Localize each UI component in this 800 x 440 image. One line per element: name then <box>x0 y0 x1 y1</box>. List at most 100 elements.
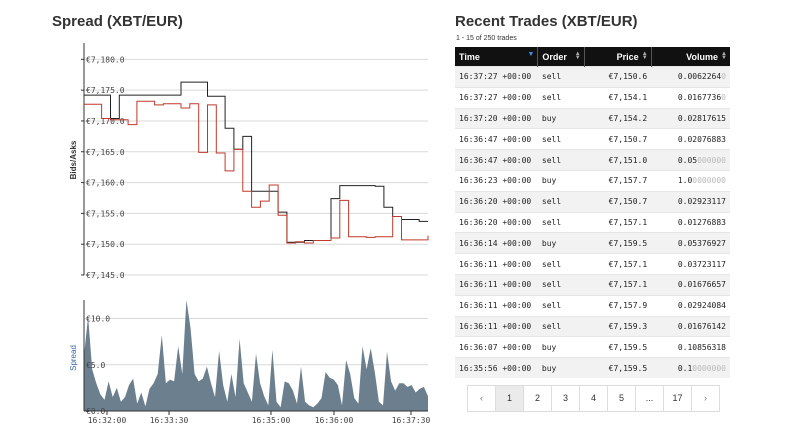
trade-time: 16:35:56 +00:00 <box>455 357 538 378</box>
trade-price: €7,159.5 <box>584 232 652 254</box>
spread-y-tick-label: €7,145.0 <box>86 271 125 280</box>
recent-trades-title: Recent Trades (XBT/EUR) <box>455 13 638 30</box>
area-x-tick-label: 16:35:00 <box>252 416 291 425</box>
sort-icon: ▲ ▼ <box>721 51 727 61</box>
table-row: 16:36:20 +00:00 sell €7,150.7 0.02923117 <box>455 190 730 213</box>
trades-count: 1 - 15 of 250 trades <box>456 35 517 42</box>
recent-trades-table: Time ▼ Order ▲ ▼ Price ▲ ▼ Volume ▲ ▼ 16:37:27 … <box>455 47 730 378</box>
trade-volume: 0.02817615 <box>651 107 730 129</box>
table-row: 16:36:11 +00:00 sell €7,157.1 0.01676657 <box>455 273 730 296</box>
next-page-button[interactable]: › <box>692 386 719 411</box>
trade-order: sell <box>537 253 585 275</box>
trade-time: 16:36:47 +00:00 <box>455 128 538 150</box>
spread-y-axis-label: Bids/Asks <box>69 140 78 179</box>
trade-order: sell <box>537 190 585 213</box>
trade-time: 16:36:11 +00:00 <box>455 294 538 317</box>
table-row: 16:36:11 +00:00 sell €7,157.1 0.03723117 <box>455 253 730 275</box>
table-row: 16:36:23 +00:00 buy €7,157.7 1.00000000 <box>455 169 730 192</box>
pagination: ‹ 1 2 3 4 5 ... 17 › <box>467 385 720 412</box>
trade-price: €7,157.1 <box>584 253 652 275</box>
trade-order: buy <box>537 169 585 192</box>
column-header-order[interactable]: Order ▲ ▼ <box>537 47 585 67</box>
spread-bid-line <box>84 100 429 244</box>
trade-volume: 1.00000000 <box>651 169 730 192</box>
trade-volume: 0.02923117 <box>651 190 730 213</box>
trade-order: buy <box>537 232 585 254</box>
trade-time: 16:37:20 +00:00 <box>455 107 538 129</box>
trade-time: 16:36:11 +00:00 <box>455 273 538 296</box>
table-row: 16:36:20 +00:00 sell €7,157.1 0.01276883 <box>455 211 730 233</box>
spread-y-tick-label: €7,175.0 <box>86 86 125 95</box>
trade-order: sell <box>537 294 585 317</box>
prev-page-button[interactable]: ‹ <box>468 386 496 411</box>
trade-price: €7,150.7 <box>584 128 652 150</box>
column-header-time[interactable]: Time ▼ <box>455 47 539 67</box>
table-row: 16:36:47 +00:00 sell €7,150.7 0.02076883 <box>455 128 730 150</box>
sort-icon: ▲ ▼ <box>574 51 581 61</box>
trade-time: 16:36:14 +00:00 <box>455 232 538 254</box>
trade-order: sell <box>537 149 585 171</box>
trade-price: €7,157.1 <box>584 273 652 296</box>
page-button-5[interactable]: 5 <box>608 386 636 411</box>
spread-y-tick-label: €7,160.0 <box>86 179 125 188</box>
spread-y-tick-label: €7,180.0 <box>86 55 125 64</box>
trade-price: €7,159.5 <box>584 357 652 378</box>
trade-volume: 0.10856318 <box>651 336 730 358</box>
trade-order: sell <box>537 211 585 233</box>
spread-ask-line <box>84 81 428 243</box>
area-y-tick-label: €10.0 <box>86 315 110 324</box>
page-button-2[interactable]: 2 <box>524 386 552 411</box>
spread-y-tick-label: €7,170.0 <box>86 117 125 126</box>
area-x-tick-label: 16:32:00 <box>88 416 127 425</box>
spread-chart-title: Spread (XBT/EUR) <box>52 13 183 30</box>
trade-price: €7,150.7 <box>584 190 652 213</box>
table-row: 16:36:07 +00:00 buy €7,159.5 0.10856318 <box>455 336 730 358</box>
trade-price: €7,151.0 <box>584 149 652 171</box>
page-button-3[interactable]: 3 <box>552 386 580 411</box>
trade-volume: 0.01676142 <box>651 315 730 337</box>
trade-order: buy <box>537 107 585 129</box>
spread-chart: €7,180.0 €7,175.0 €7,170.0 €7,165.0 €7,160.0… <box>69 43 429 280</box>
trade-time: 16:36:47 +00:00 <box>455 149 538 171</box>
page-button-17[interactable]: 17 <box>664 386 692 411</box>
trade-volume: 0.00622640 <box>651 66 730 88</box>
page-button-4[interactable]: 4 <box>580 386 608 411</box>
table-row: 16:36:14 +00:00 buy €7,159.5 0.05376927 <box>455 232 730 254</box>
trade-volume: 0.01676657 <box>651 273 730 296</box>
spread-area-chart: €10.0€5.0€0.016:32:00 16:33:30 16:35:00 16:… <box>69 300 431 425</box>
trade-price: €7,157.9 <box>584 294 652 317</box>
column-header-price[interactable]: Price ▲ ▼ <box>584 47 652 67</box>
trade-order: sell <box>537 86 585 109</box>
area-x-tick-label: 16:37:30 <box>392 416 431 425</box>
trade-order: buy <box>537 357 585 378</box>
trade-price: €7,159.3 <box>584 315 652 337</box>
table-row: 16:36:47 +00:00 sell €7,151.0 0.05000000 <box>455 149 730 171</box>
trade-price: €7,154.1 <box>584 86 652 109</box>
trade-time: 16:37:27 +00:00 <box>455 66 538 88</box>
spread-y-tick-label: €7,165.0 <box>86 148 125 157</box>
trade-volume: 0.01276883 <box>651 211 730 233</box>
trade-time: 16:36:11 +00:00 <box>455 253 538 275</box>
trade-price: €7,159.5 <box>584 336 652 358</box>
trade-volume: 0.10000000 <box>651 357 730 378</box>
trade-order: buy <box>537 336 585 358</box>
trade-time: 16:36:07 +00:00 <box>455 336 538 358</box>
trade-price: €7,154.2 <box>584 107 652 129</box>
column-header-volume[interactable]: Volume ▲ ▼ <box>651 47 730 67</box>
trade-price: €7,150.6 <box>584 66 652 88</box>
trade-volume: 0.03723117 <box>651 253 730 275</box>
area-y-tick-label: €5.0 <box>86 361 105 370</box>
trade-time: 16:36:11 +00:00 <box>455 315 538 337</box>
spread-area-y-axis-label: Spread <box>69 345 78 371</box>
trade-price: €7,157.1 <box>584 211 652 233</box>
table-row: 16:37:20 +00:00 buy €7,154.2 0.02817615 <box>455 107 730 129</box>
trade-order: sell <box>537 66 585 88</box>
trade-order: sell <box>537 128 585 150</box>
table-row: 16:36:11 +00:00 sell €7,157.9 0.02924084 <box>455 294 730 317</box>
sort-desc-icon: ▼ <box>527 51 535 58</box>
trade-price: €7,157.7 <box>584 169 652 192</box>
spread-y-tick-label: €7,150.0 <box>86 240 125 249</box>
trade-time: 16:37:27 +00:00 <box>455 86 538 109</box>
page-button-1[interactable]: 1 <box>496 386 524 411</box>
trade-volume: 0.01677360 <box>651 86 730 109</box>
